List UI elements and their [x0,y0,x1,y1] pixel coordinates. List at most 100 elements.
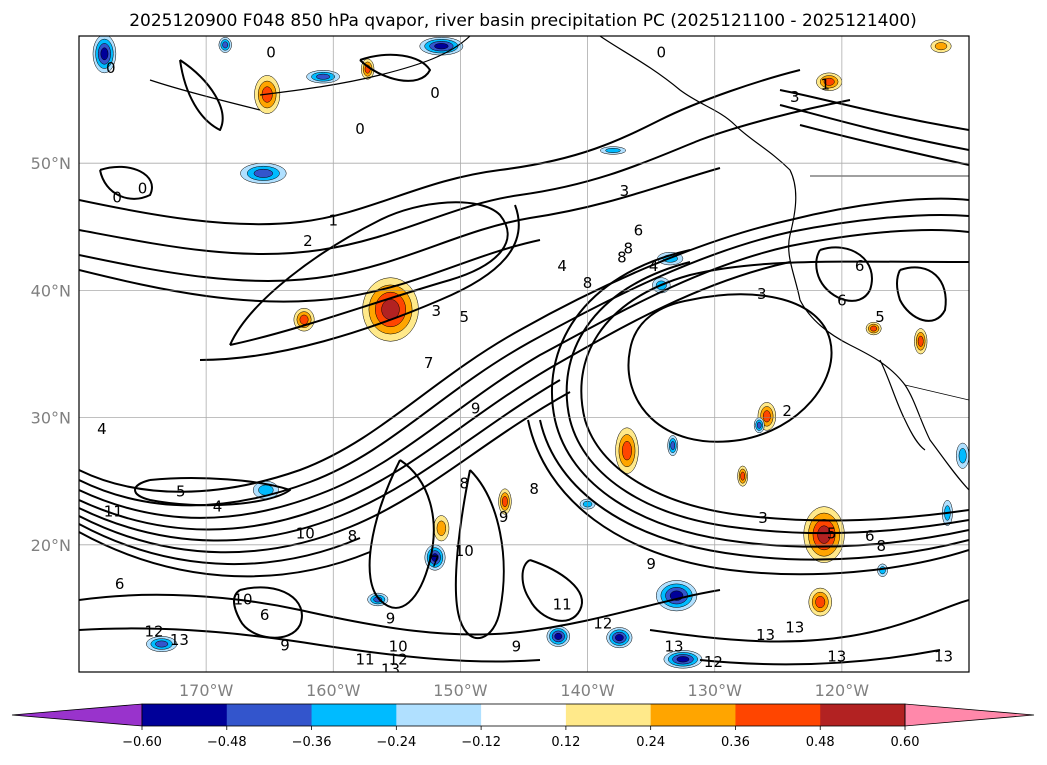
contour-label: 0 [657,44,667,62]
plot-frame [78,35,970,673]
colorbar-tick-label: 0.48 [806,735,835,750]
precip-pc-level [870,325,878,332]
contour-line [79,99,851,256]
lon-tick-label: 170°W [179,681,234,700]
precip-pc-blob [615,427,639,474]
contour-label: 8 [459,475,469,493]
contour-label: 4 [649,257,659,275]
coastline-aleutians [149,79,261,111]
contour-line [79,589,721,636]
precip-pc-level [431,553,439,562]
chart-title: 2025120900 F048 850 hPa qvapor, river ba… [129,11,917,31]
contour-label: 12 [704,653,723,671]
contour-label: 13 [381,660,400,678]
precip-pc-level [817,525,831,544]
contour-line [454,469,505,640]
precip-pc-blob [306,70,340,84]
lon-tick-label: 130°W [688,681,743,700]
lon-tick-label: 150°W [433,681,488,700]
contour-line [359,53,431,82]
contour-label: 6 [855,257,865,275]
precip-pc-blob [218,37,232,53]
contour-line [779,104,969,151]
contour-label: 6 [865,527,875,545]
precip-pc-level [676,656,690,663]
precip-pc-blob [498,488,512,515]
contour-label: 6 [634,222,644,240]
contour-line [79,69,801,226]
contour-label: 3 [758,509,768,527]
precip-pc-blob [930,39,952,53]
precip-pc-level [222,41,229,49]
colorbar-extend-low [11,703,143,727]
contour-label: 0 [430,84,440,102]
precip-pc-level [756,421,762,429]
contour-label: 8 [617,248,627,266]
contour-line [179,59,224,131]
contour-label: 12 [144,622,163,640]
contour-label: 7 [424,354,434,372]
contour-line [565,261,969,535]
contour-label: 2 [782,402,792,420]
contour-line [368,459,435,609]
border-us-mexico [904,384,969,401]
precip-pc-level [253,168,274,178]
colorbar-tick-label: −0.12 [461,735,501,750]
precip-pc-blob [419,37,464,56]
contour-line [99,165,153,200]
contour-label: 13 [170,631,189,649]
contour-line [79,391,571,554]
precip-pc-level [622,440,632,461]
precip-pc-level [436,520,447,536]
colorbar-segment [311,704,397,726]
contour-label: 3 [431,302,441,320]
colorbar-tick-label: 0.12 [551,735,580,750]
contour-label: 1 [821,75,831,93]
precip-pc-level [670,441,676,451]
baja-california [879,359,926,451]
precip-pc-level [917,335,924,347]
contour-label: 6 [115,575,125,593]
contour-label: 4 [213,498,223,516]
colorbar-segment [226,704,313,726]
contour-label: 8 [348,527,358,545]
contour-line [79,167,721,283]
precip-pc-blob [808,587,832,617]
precip-pc-level [155,640,169,648]
colorbar-tick-label: −0.48 [207,735,247,750]
precip-pc-level [502,496,508,508]
coastline-north-america [599,36,969,491]
contour-label: 3 [790,88,800,106]
contour-line [627,293,833,443]
precip-pc-blob [753,417,765,434]
colorbar-segment [820,704,906,726]
contour-label: 3 [757,285,767,303]
contour-label: 2 [303,232,313,250]
precip-pc-blob [92,36,117,74]
contour-label: 11 [553,596,572,614]
contour-label: 0 [355,120,365,138]
precip-pc-blob [816,72,843,91]
contour-label: 8 [583,274,593,292]
precip-pc-blob [737,465,749,487]
plot-background [79,36,969,672]
contour-label: 12 [389,650,408,668]
colorbar-segment [142,704,228,726]
colorbar-tick-label: −0.24 [376,735,416,750]
contour-label: 0 [266,44,276,62]
contour-label: 1 [329,211,339,229]
precip-pc-blob [240,162,287,184]
precip-pc-blob [433,515,450,542]
precip-pc-blob [546,625,571,647]
precip-pc-level [815,596,826,609]
contour-line [551,249,969,548]
precip-pc-level [316,73,331,80]
contour-label: 10 [233,590,252,608]
contour-line [521,559,583,622]
contour-label: 6 [837,292,847,310]
contour-label: 10 [455,542,474,560]
contour-label: 6 [260,606,270,624]
